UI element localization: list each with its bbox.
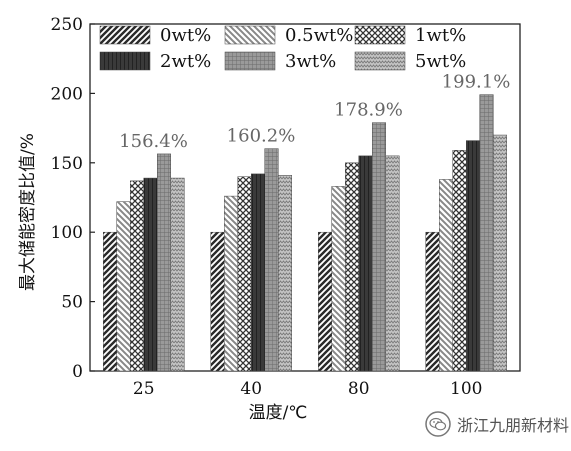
bar-0wtpct-80 <box>318 231 332 372</box>
legend-label: 1wt% <box>415 25 466 46</box>
bar-3wtpct-100 <box>479 94 494 372</box>
legend-swatch <box>99 25 151 45</box>
legend-swatch <box>99 51 151 71</box>
bar-0_5wtpct-40 <box>224 195 238 372</box>
legend-swatch <box>354 51 406 71</box>
wechat-icon <box>425 411 451 437</box>
bar-1wtpct-100 <box>452 150 467 372</box>
x-axis-label: 温度/℃ <box>249 403 308 423</box>
bar-1wtpct-25 <box>130 180 144 372</box>
legend: 0wt% 0.5wt% 1wt% 2wt% 3wt% 5wt% <box>99 25 466 72</box>
legend-swatch <box>224 51 276 71</box>
y-tick-label: 150 <box>51 154 83 174</box>
y-axis-ticks: 0 50 100 150 200 250 <box>51 15 95 382</box>
bar-0_5wtpct-80 <box>331 186 346 372</box>
bar-3wtpct-25 <box>157 153 171 372</box>
bars <box>103 94 507 372</box>
x-axis-ticks: 25 40 80 100 <box>133 366 482 399</box>
y-tick-label: 50 <box>61 293 83 313</box>
legend-label: 5wt% <box>415 51 466 72</box>
bar-2wtpct-80 <box>358 155 373 372</box>
bar-2wtpct-25 <box>143 177 158 372</box>
bar-5wtpct-80 <box>385 155 400 372</box>
x-tick-label: 40 <box>240 379 262 399</box>
watermark-text: 浙江九朋新材料 <box>457 416 570 435</box>
x-tick-label: 80 <box>348 379 370 399</box>
peak-annotation: 156.4% <box>119 131 188 152</box>
legend-label: 0wt% <box>160 25 211 46</box>
bar-0_5wtpct-100 <box>439 179 453 372</box>
bar-5wtpct-25 <box>170 177 185 372</box>
y-tick-label: 100 <box>51 223 83 243</box>
bar-2wtpct-100 <box>466 140 480 372</box>
x-tick-label: 25 <box>133 379 155 399</box>
bar-5wtpct-40 <box>278 175 292 372</box>
peak-annotation: 199.1% <box>442 72 511 93</box>
bar-3wtpct-40 <box>264 148 279 372</box>
axes <box>89 23 521 372</box>
legend-label: 3wt% <box>285 51 336 72</box>
legend-label: 2wt% <box>160 51 211 72</box>
bar-0_5wtpct-25 <box>116 201 131 372</box>
legend-swatch <box>224 25 276 45</box>
bar-2wtpct-40 <box>251 173 265 372</box>
bar-0wtpct-25 <box>103 231 117 372</box>
legend-swatch <box>354 25 406 45</box>
bar-3wtpct-80 <box>372 122 386 372</box>
bar-1wtpct-80 <box>345 162 359 372</box>
bar-5wtpct-100 <box>493 134 507 372</box>
bar-0wtpct-100 <box>425 231 440 372</box>
peak-annotation: 178.9% <box>334 100 403 121</box>
peak-annotation: 160.2% <box>227 126 296 147</box>
peak-annotations: 156.4% 160.2% 178.9% 199.1% <box>119 72 510 152</box>
y-tick-label: 250 <box>51 15 83 35</box>
y-axis-label: 最大储能密度比值/% <box>18 133 38 291</box>
bar-1wtpct-40 <box>237 176 252 372</box>
y-tick-label: 0 <box>72 362 83 382</box>
legend-label: 0.5wt% <box>285 25 353 46</box>
plot-frame <box>89 23 521 372</box>
y-tick-label: 200 <box>51 84 83 104</box>
watermark: 浙江九朋新材料 <box>425 406 569 442</box>
x-tick-label: 100 <box>450 379 482 399</box>
bar-0wtpct-40 <box>210 231 225 372</box>
